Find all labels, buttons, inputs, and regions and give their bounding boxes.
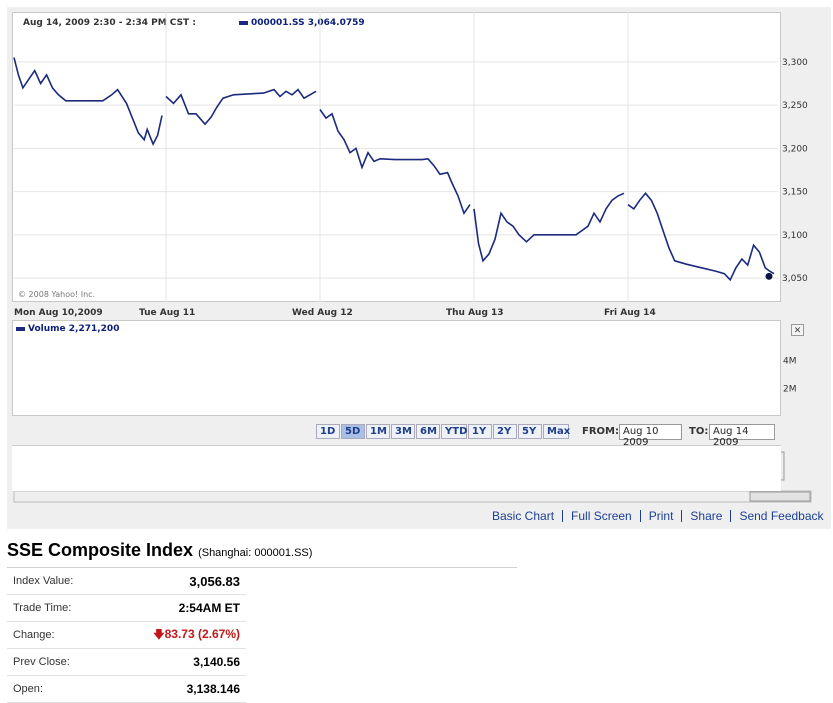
volume-swatch [16,326,25,331]
quote-row-index-value: Index Value: 3,056.83 [7,568,246,595]
row-label: Trade Time: [13,602,72,614]
range-button-5d[interactable]: 5D [341,424,365,439]
range-button-5y[interactable]: 5Y [518,424,542,439]
prev-close: 3,140.56 [193,655,240,669]
price-chart[interactable]: Aug 14, 2009 2:30 - 2:34 PM CST : 000001… [12,12,781,302]
chart-toolbar: Basic Chart Full Screen Print Share Send… [484,510,832,522]
range-button-ytd[interactable]: YTD [441,424,467,439]
range-buttons: 1D 5D 1M 3M 6M YTD 1Y 2Y 5Y Max [316,424,570,439]
full-screen-link[interactable]: Full Screen [562,510,640,522]
range-button-1y[interactable]: 1Y [468,424,492,439]
basic-chart-link[interactable]: Basic Chart [492,509,555,523]
volume-legend: Volume 2,271,200 [16,324,119,334]
from-date-input[interactable]: Aug 10 2009 [619,424,682,448]
send-feedback-link[interactable]: Send Feedback [730,510,831,522]
row-label: Open: [13,683,43,695]
chart-header: Aug 14, 2009 2:30 - 2:34 PM CST : [23,18,196,28]
close-icon[interactable]: ✕ [791,324,804,336]
quote-row-prev-close: Prev Close: 3,140.56 [7,649,246,676]
from-label: FROM: [582,426,619,437]
range-button-6m[interactable]: 6M [416,424,440,439]
quote-row-trade-time: Trade Time: 2:54AM ET [7,595,246,622]
index-name: SSE Composite Index [7,540,194,560]
range-button-2y[interactable]: 2Y [493,424,517,439]
range-button-1m[interactable]: 1M [366,424,390,439]
to-label: TO: [689,426,709,437]
to-date-input[interactable]: Aug 14 2009 [709,424,775,448]
volume-label: Volume [28,324,66,334]
title-divider [7,567,517,568]
range-button-max[interactable]: Max [543,424,570,439]
range-button-1d[interactable]: 1D [316,424,340,439]
navigator[interactable] [12,445,781,491]
legend-swatch [239,20,248,25]
volume-value: 2,271,200 [68,324,120,334]
quote-row-open: Open: 3,138.146 [7,676,246,703]
page-title: SSE Composite Index (Shanghai: 000001.SS… [7,540,312,561]
row-label: Index Value: [13,575,74,587]
change-value: 🡇83.73 (2.67%) [153,626,240,645]
volume-chart: Volume 2,271,200 [12,320,781,416]
share-link[interactable]: Share [681,510,730,522]
print-link[interactable]: Print [639,510,682,522]
trade-time: 2:54AM ET [178,601,240,615]
change-text: 83.73 (2.67%) [164,626,240,641]
copyright-text: © 2008 Yahoo! Inc. [18,290,96,299]
row-label: Prev Close: [13,656,70,668]
row-label: Change: [13,629,55,641]
down-arrow-icon: 🡇 [153,628,165,641]
index-symbol: (Shanghai: 000001.SS) [198,547,313,559]
legend-value: 3,064.0759 [307,18,365,28]
open-value: 3,138.146 [186,682,240,696]
series-legend: 000001.SS 3,064.0759 [239,18,365,28]
quote-table: Index Value: 3,056.83 Trade Time: 2:54AM E… [7,568,246,703]
range-button-3m[interactable]: 3M [391,424,415,439]
legend-symbol: 000001.SS [251,18,305,28]
index-value: 3,056.83 [189,573,240,589]
quote-row-change: Change: 🡇83.73 (2.67%) [7,622,246,649]
